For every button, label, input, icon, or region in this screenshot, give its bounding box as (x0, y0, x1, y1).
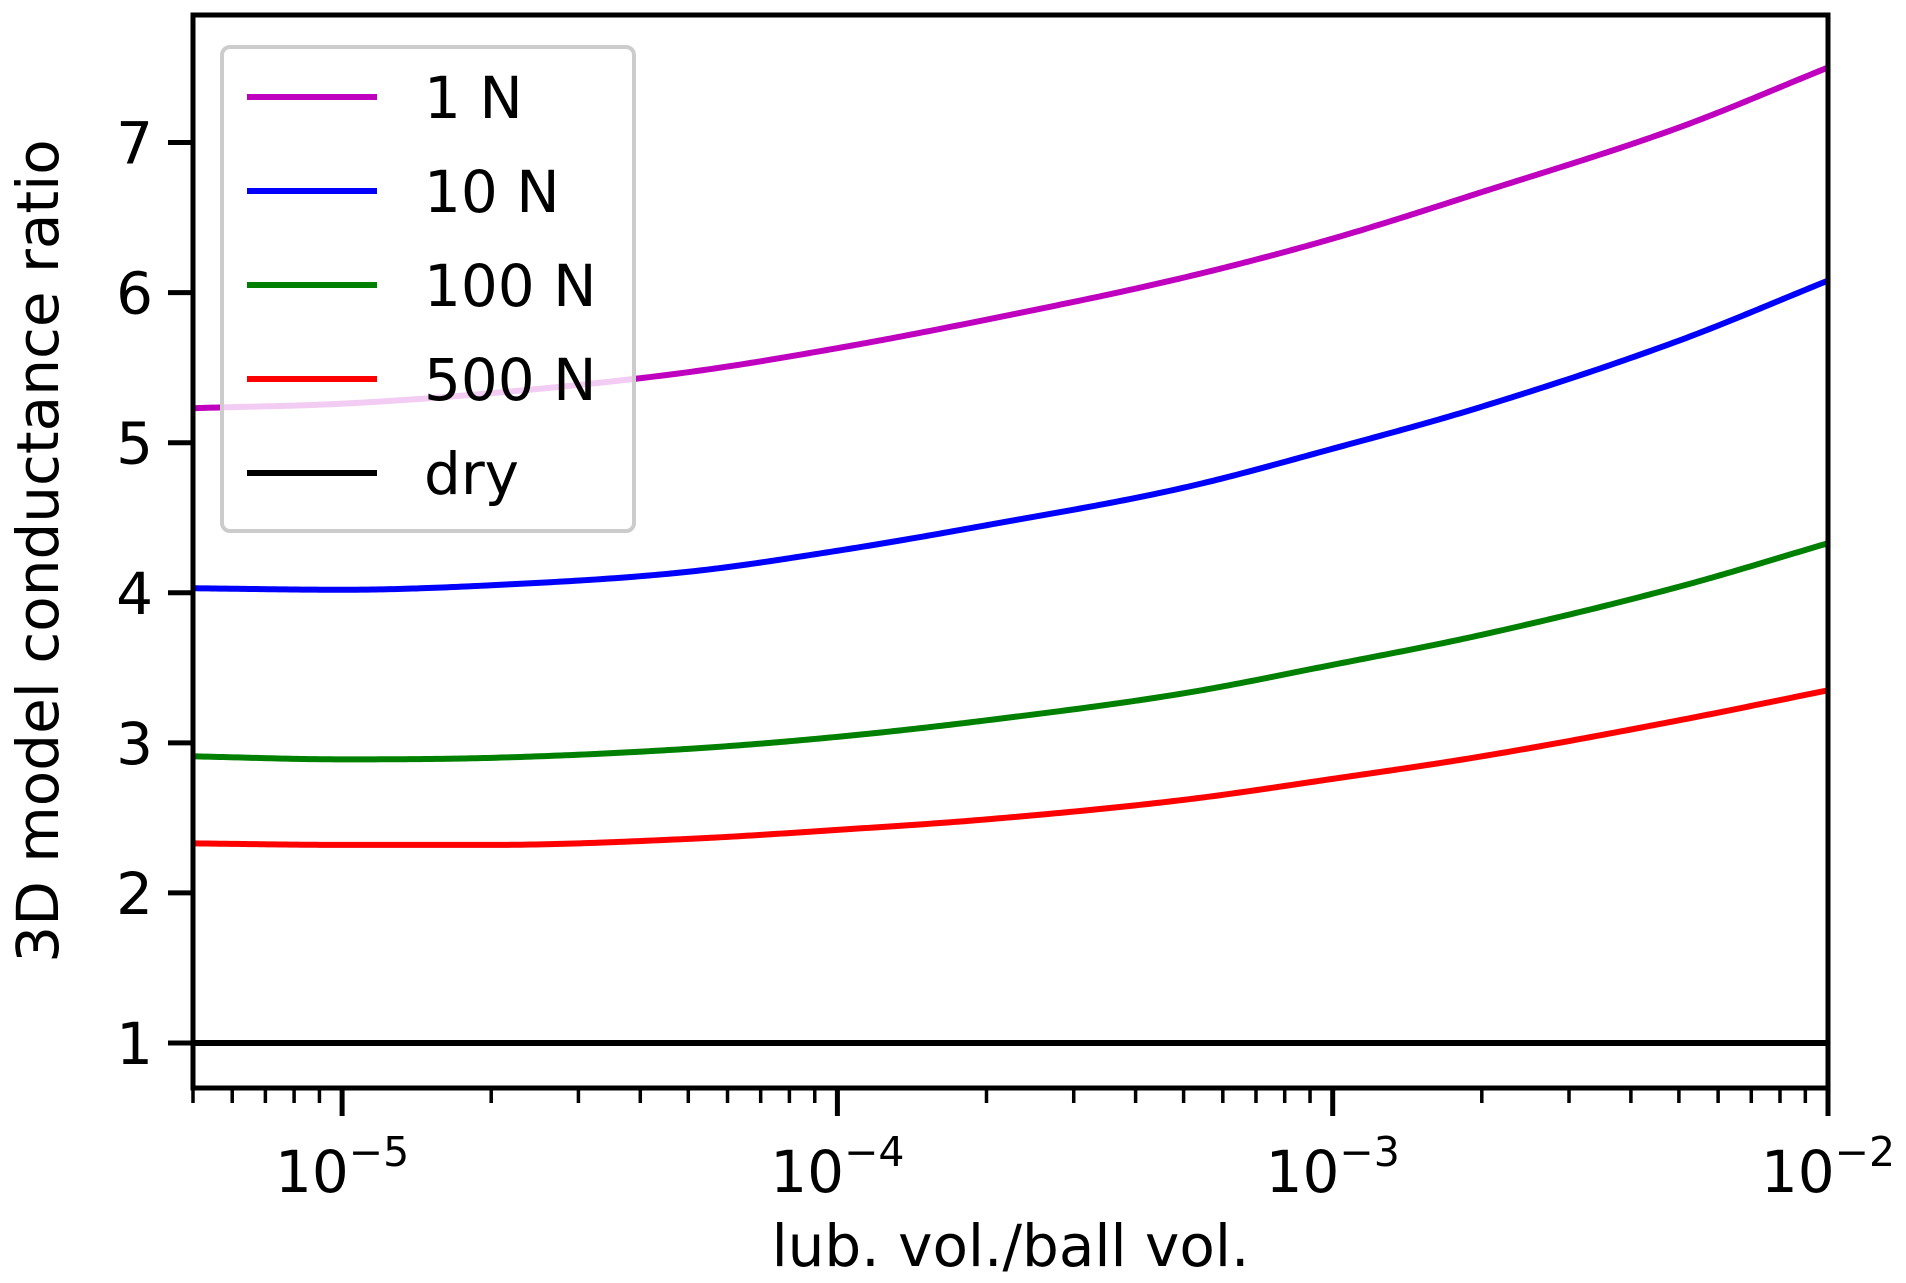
x-tick-label: 10−3 (1266, 1128, 1400, 1206)
y-tick-label: 7 (116, 110, 153, 178)
series-line-10-n (192, 277, 1830, 593)
x-tick-label: 10−2 (1761, 1128, 1895, 1206)
legend-label: 500 N (424, 346, 597, 414)
x-tick-exponent: −2 (1835, 1128, 1895, 1176)
legend-label: dry (424, 440, 519, 508)
x-tick-exponent: −3 (1339, 1128, 1399, 1176)
legend-label: 100 N (424, 252, 597, 320)
y-tick-label: 5 (116, 410, 153, 478)
x-tick-base: 10 (275, 1138, 349, 1206)
x-tick-label: 10−5 (275, 1128, 409, 1206)
x-tick-exponent: −4 (844, 1128, 904, 1176)
legend-box (220, 45, 636, 533)
x-tick-base: 10 (1266, 1138, 1340, 1206)
y-tick-label: 6 (116, 260, 153, 328)
legend: 1 N 10 N 100 N 500 N dry (220, 45, 636, 533)
y-tick-label: 2 (116, 860, 153, 928)
legend-label: 10 N (424, 158, 560, 226)
series-layer (192, 64, 1830, 1046)
series-line-500-n (192, 687, 1829, 848)
plot-frame (190, 12, 1831, 1091)
x-tick-base: 10 (1761, 1138, 1835, 1206)
x-axis-label: lub. vol./ball vol. (772, 1212, 1250, 1280)
x-tick-label: 10−4 (770, 1128, 904, 1206)
legend-label: 1 N (424, 64, 523, 132)
x-tick-exponent: −5 (349, 1128, 409, 1176)
x-tick-base: 10 (770, 1138, 844, 1206)
y-tick-label: 3 (116, 710, 153, 778)
y-tick-label: 4 (116, 560, 153, 628)
series-line-100-n (192, 540, 1829, 763)
y-tick-label: 1 (116, 1010, 153, 1078)
y-axis-label: 3D model conductance ratio (4, 139, 72, 962)
